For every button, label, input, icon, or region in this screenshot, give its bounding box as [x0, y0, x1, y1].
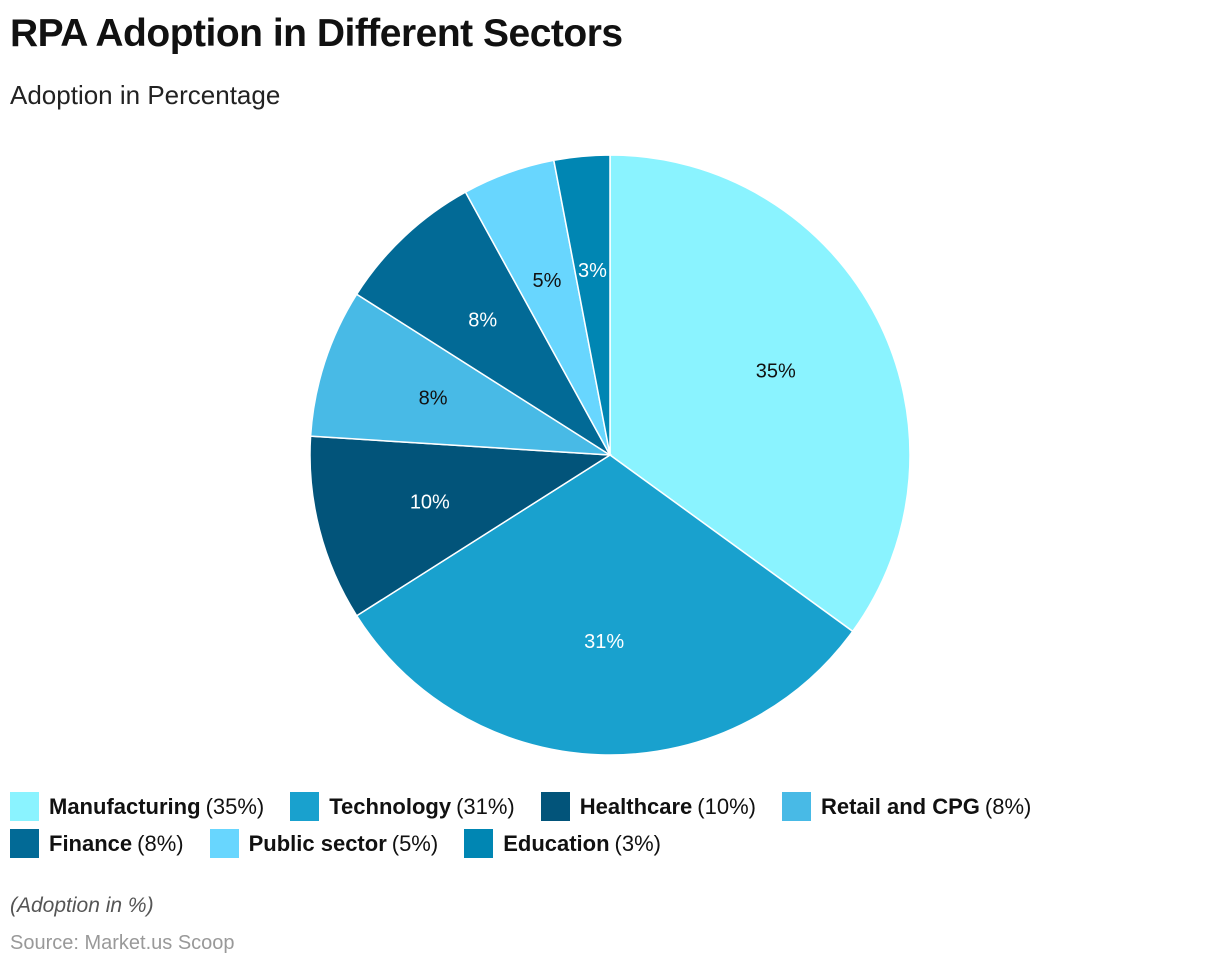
- legend: Manufacturing (35%) Technology (31%) Healthc…: [10, 792, 1160, 858]
- pie-slice-retail-and-cpg: [309, 293, 611, 456]
- legend-value: (8%): [137, 830, 184, 856]
- data-label: 10%: [410, 491, 450, 513]
- chart-title: RPA Adoption in Different Sectors: [10, 12, 623, 55]
- legend-label: Retail and CPG: [820, 793, 980, 819]
- data-label: 8%: [468, 309, 497, 331]
- legend-label: Manufacturing: [49, 793, 201, 819]
- legend-item: Retail and CPG (8%): [781, 792, 1032, 821]
- legend-item: Technology (31%): [290, 792, 515, 821]
- data-label: 31%: [584, 631, 624, 653]
- legend-swatch: [781, 792, 811, 821]
- data-label: 3%: [578, 260, 607, 282]
- legend-swatch: [540, 792, 570, 821]
- legend-value: (35%): [205, 793, 265, 819]
- legend-label: Education: [503, 830, 610, 856]
- legend-swatch: [464, 829, 494, 858]
- legend-item: Manufacturing (35%): [10, 792, 264, 821]
- legend-value: (31%): [456, 793, 515, 819]
- legend-item: Healthcare (10%): [540, 792, 756, 821]
- legend-item: Finance (8%): [10, 829, 184, 858]
- legend-swatch: [290, 792, 320, 821]
- pie-slice-education: [552, 154, 611, 456]
- chart-subtitle: Adoption in Percentage: [10, 80, 281, 110]
- pie-chart: 35% 31% 10% 8% 8% 5% 3%: [309, 154, 911, 756]
- pie-slice-technology: [355, 454, 854, 756]
- chart-note: (Adoption in %): [10, 894, 154, 917]
- legend-swatch: [209, 829, 239, 858]
- chart-source: Source: Market.us Scoop: [10, 932, 235, 954]
- legend-value: (5%): [391, 830, 439, 856]
- pie-slice-finance: [355, 191, 611, 456]
- legend-value: (8%): [984, 793, 1032, 819]
- legend-item: Public sector (5%): [209, 829, 439, 858]
- pie-slice-manufacturing: [609, 154, 911, 633]
- data-label: 8%: [419, 388, 448, 410]
- legend-swatch: [10, 792, 39, 821]
- legend-label: Technology: [329, 793, 452, 819]
- legend-value: (10%): [697, 793, 756, 819]
- data-label: 5%: [533, 270, 562, 292]
- legend-label: Healthcare: [579, 793, 693, 819]
- legend-label: Public sector: [248, 830, 387, 856]
- data-label: 35%: [756, 361, 796, 383]
- legend-item: Education (3%): [464, 829, 661, 858]
- pie-slice-healthcare: [309, 435, 613, 617]
- legend-value: (3%): [614, 830, 661, 856]
- legend-swatch: [10, 829, 39, 858]
- legend-label: Finance: [49, 830, 133, 856]
